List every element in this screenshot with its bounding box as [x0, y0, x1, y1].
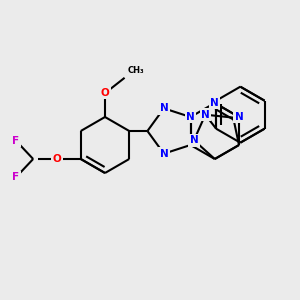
Text: N: N — [201, 110, 210, 120]
Text: N: N — [235, 112, 243, 122]
Text: O: O — [52, 154, 61, 164]
Text: CH₃: CH₃ — [128, 66, 144, 75]
Text: N: N — [190, 135, 198, 145]
Text: N: N — [210, 98, 219, 108]
Text: F: F — [12, 172, 20, 182]
Text: O: O — [100, 88, 109, 98]
Text: N: N — [160, 149, 168, 159]
Text: F: F — [12, 136, 20, 146]
Text: N: N — [186, 112, 195, 122]
Text: N: N — [160, 103, 168, 113]
